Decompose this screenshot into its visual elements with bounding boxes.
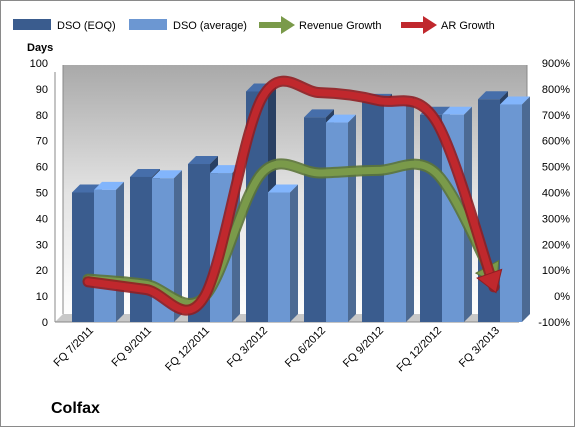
lines-layer bbox=[82, 75, 503, 316]
arrowhead bbox=[476, 268, 503, 294]
x-tick-label: FQ 12/2011 bbox=[163, 325, 212, 374]
y-tick-label: 10 bbox=[36, 291, 48, 303]
legend-label: DSO (average) bbox=[173, 20, 247, 32]
legend: DSO (EOQ) DSO (average) Revenue Growth AR G… bbox=[13, 16, 495, 34]
bar bbox=[500, 96, 530, 322]
x-tick-label: FQ 3/2013 bbox=[457, 325, 502, 370]
y-tick-label: 0 bbox=[42, 317, 48, 329]
y2-axis-ticks: -100% 0% 100% 200% 300% 400% 500% 600% 700% 800% 9… bbox=[538, 58, 570, 329]
x-tick-label: FQ 7/2011 bbox=[51, 325, 96, 370]
y-tick-label: 50 bbox=[36, 188, 48, 200]
legend-swatch bbox=[13, 19, 51, 30]
y2-tick-label: 600% bbox=[542, 136, 570, 148]
legend-label: AR Growth bbox=[441, 20, 495, 32]
bar bbox=[94, 181, 124, 322]
chart-title: Colfax bbox=[51, 400, 100, 417]
y-tick-label: 100 bbox=[30, 58, 48, 70]
y-tick-label: 40 bbox=[36, 213, 48, 225]
y2-tick-label: 200% bbox=[542, 239, 570, 251]
bar bbox=[384, 96, 414, 322]
y2-tick-label: 700% bbox=[542, 110, 570, 122]
bar bbox=[326, 114, 356, 322]
legend-item: Revenue Growth bbox=[259, 16, 382, 34]
x-tick-label: FQ 3/2012 bbox=[225, 325, 270, 370]
y-axis-ticks: 0 10 20 30 40 50 60 70 80 90 100 bbox=[30, 58, 48, 329]
legend-arrow-icon bbox=[423, 16, 437, 34]
legend-label: DSO (EOQ) bbox=[57, 20, 116, 32]
x-tick-label: FQ 9/2011 bbox=[109, 325, 154, 370]
x-tick-label: FQ 6/2012 bbox=[283, 325, 328, 370]
legend-label: Revenue Growth bbox=[299, 20, 382, 32]
bar bbox=[268, 184, 298, 322]
y2-tick-label: -100% bbox=[538, 317, 570, 329]
y2-tick-label: 0% bbox=[554, 291, 570, 303]
legend-arrow-icon bbox=[281, 16, 295, 34]
y-tick-label: 90 bbox=[36, 84, 48, 96]
y-tick-label: 80 bbox=[36, 110, 48, 122]
y2-tick-label: 100% bbox=[542, 265, 570, 277]
legend-swatch bbox=[129, 19, 167, 30]
y-axis-title: Days bbox=[27, 42, 53, 54]
y2-tick-label: 300% bbox=[542, 213, 570, 225]
y-tick-label: 20 bbox=[36, 265, 48, 277]
y-tick-label: 30 bbox=[36, 239, 48, 251]
y2-tick-label: 400% bbox=[542, 188, 570, 200]
x-axis-ticks: FQ 7/2011 FQ 9/2011 FQ 12/2011 FQ 3/2012 FQ … bbox=[51, 325, 502, 375]
x-tick-label: FQ 9/2012 bbox=[341, 325, 386, 370]
y-tick-label: 70 bbox=[36, 136, 48, 148]
y2-tick-label: 900% bbox=[542, 58, 570, 70]
legend-item: DSO (EOQ) bbox=[13, 19, 116, 32]
x-tick-label: FQ 12/2012 bbox=[395, 325, 445, 375]
legend-item: DSO (average) bbox=[129, 19, 247, 32]
y2-tick-label: 500% bbox=[542, 162, 570, 174]
legend-item: AR Growth bbox=[401, 16, 495, 34]
series-line bbox=[82, 75, 503, 316]
y2-tick-label: 800% bbox=[542, 84, 570, 96]
y-tick-label: 60 bbox=[36, 162, 48, 174]
